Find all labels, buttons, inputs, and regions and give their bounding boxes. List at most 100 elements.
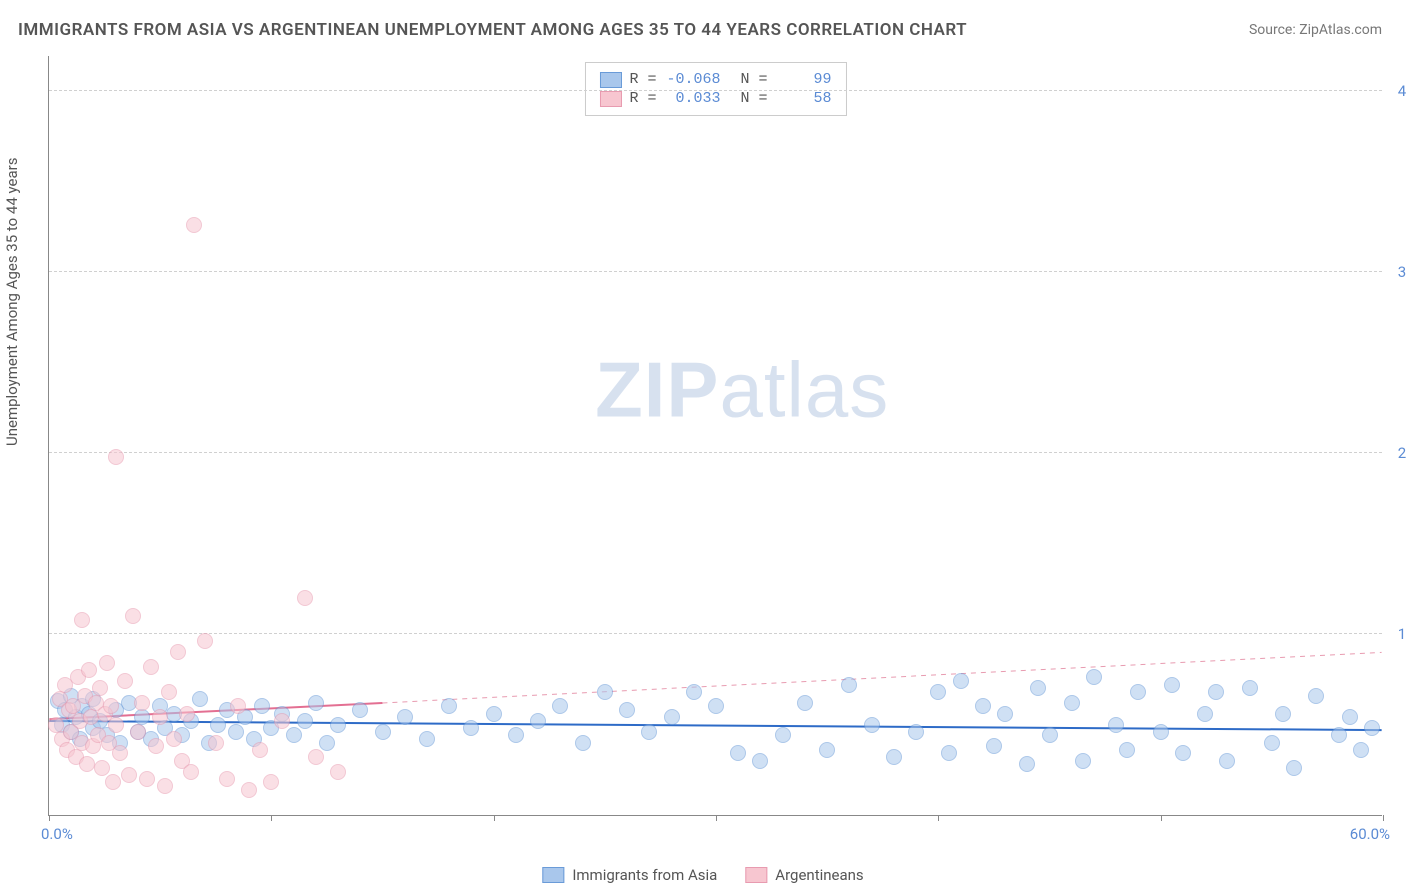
scatter-point [530, 713, 546, 729]
scatter-point [286, 727, 302, 743]
scatter-point [157, 778, 173, 794]
stat-r-value-1: -0.068 [665, 71, 721, 88]
stat-r-label: R = [629, 90, 656, 107]
x-tick [716, 815, 717, 821]
scatter-point [819, 742, 835, 758]
scatter-point [308, 749, 324, 765]
scatter-point [112, 745, 128, 761]
scatter-point [1153, 724, 1169, 740]
scatter-point [1353, 742, 1369, 758]
stat-n-value-2: 58 [776, 90, 832, 107]
swatch-series2 [599, 91, 621, 107]
scatter-point [1130, 684, 1146, 700]
scatter-point [1308, 688, 1324, 704]
y-axis-title: Unemployment Among Ages 35 to 44 years [3, 158, 21, 446]
scatter-point [575, 735, 591, 751]
scatter-point [1331, 727, 1347, 743]
scatter-point [130, 724, 146, 740]
scatter-point [134, 695, 150, 711]
x-tick [271, 815, 272, 821]
watermark-bold: ZIP [595, 345, 719, 433]
x-label-right: 60.0% [1350, 825, 1390, 843]
scatter-point [183, 764, 199, 780]
scatter-point [92, 680, 108, 696]
trend-line [382, 652, 1381, 703]
scatter-point [1219, 753, 1235, 769]
legend-swatch-1 [542, 867, 564, 883]
scatter-point [597, 684, 613, 700]
scatter-point [252, 742, 268, 758]
scatter-point [1108, 717, 1124, 733]
x-tick [938, 815, 939, 821]
scatter-point [752, 753, 768, 769]
scatter-point [94, 760, 110, 776]
scatter-point [886, 749, 902, 765]
scatter-point [686, 684, 702, 700]
scatter-point [1164, 677, 1180, 693]
scatter-point [641, 724, 657, 740]
scatter-point [197, 633, 213, 649]
scatter-point [99, 655, 115, 671]
scatter-point [441, 698, 457, 714]
scatter-point [1175, 745, 1191, 761]
scatter-point [552, 698, 568, 714]
legend-item-1: Immigrants from Asia [542, 866, 717, 884]
scatter-point [1197, 706, 1213, 722]
scatter-point [1119, 742, 1135, 758]
scatter-point [179, 706, 195, 722]
scatter-point [1019, 756, 1035, 772]
scatter-point [941, 745, 957, 761]
y-tick-label: 20.0% [1388, 444, 1406, 462]
scatter-point [508, 727, 524, 743]
scatter-point [330, 764, 346, 780]
scatter-point [397, 709, 413, 725]
scatter-point [330, 717, 346, 733]
scatter-point [79, 756, 95, 772]
scatter-point [797, 695, 813, 711]
scatter-point [319, 735, 335, 751]
scatter-point [228, 724, 244, 740]
scatter-point [117, 673, 133, 689]
scatter-point [463, 720, 479, 736]
scatter-point [1264, 735, 1280, 751]
scatter-point [263, 774, 279, 790]
scatter-point [297, 590, 313, 606]
scatter-point [125, 608, 141, 624]
scatter-point [1208, 684, 1224, 700]
scatter-point [186, 217, 202, 233]
x-tick [1383, 815, 1384, 821]
x-tick [494, 815, 495, 821]
scatter-point [210, 717, 226, 733]
source-label: Source: ZipAtlas.com [1249, 22, 1382, 38]
scatter-point [1042, 727, 1058, 743]
scatter-point [986, 738, 1002, 754]
scatter-point [139, 771, 155, 787]
scatter-point [297, 713, 313, 729]
scatter-point [486, 706, 502, 722]
scatter-point [375, 724, 391, 740]
scatter-point [1064, 695, 1080, 711]
swatch-series1 [599, 72, 621, 88]
legend-label-1: Immigrants from Asia [572, 866, 717, 884]
scatter-point [108, 717, 124, 733]
grid-line [49, 90, 1382, 91]
scatter-point [143, 659, 159, 675]
x-tick [49, 815, 50, 821]
grid-line [49, 633, 1382, 634]
scatter-point [619, 702, 635, 718]
x-tick [1161, 815, 1162, 821]
legend-swatch-2 [745, 867, 767, 883]
chart-title: IMMIGRANTS FROM ASIA VS ARGENTINEAN UNEM… [18, 20, 967, 40]
scatter-point [864, 717, 880, 733]
scatter-point [775, 727, 791, 743]
scatter-point [170, 644, 186, 660]
scatter-point [308, 695, 324, 711]
scatter-point [121, 767, 137, 783]
scatter-point [841, 677, 857, 693]
scatter-point [1364, 720, 1380, 736]
scatter-point [975, 698, 991, 714]
legend: Immigrants from Asia Argentineans [542, 866, 863, 884]
scatter-point [930, 684, 946, 700]
scatter-point [1075, 753, 1091, 769]
y-tick-label: 40.0% [1388, 82, 1406, 100]
